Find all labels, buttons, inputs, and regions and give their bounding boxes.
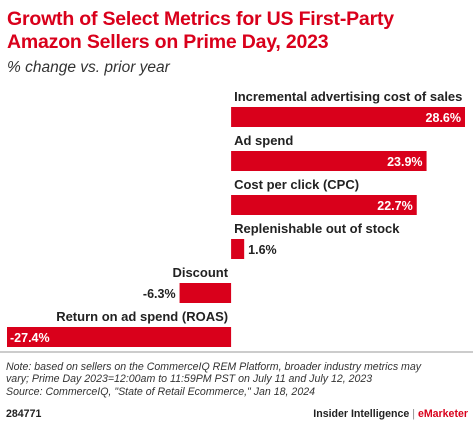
brand: Insider Intelligence | eMarketer xyxy=(313,408,468,420)
bar-cost-per-click-cpc xyxy=(231,195,417,215)
bar-return-on-ad-spend-roas xyxy=(7,327,232,347)
chart-id: 284771 xyxy=(6,408,42,420)
category-label-replenishable-out-of-stock: Replenishable out of stock xyxy=(234,221,400,236)
source-line: Source: CommerceIQ, "State of Retail Eco… xyxy=(6,385,315,398)
bar-ad-spend xyxy=(231,151,427,171)
value-label-discount: -6.3% xyxy=(143,287,176,301)
page-subtitle: % change vs. prior year xyxy=(7,59,170,76)
brand-separator: | xyxy=(412,408,415,420)
bar-discount xyxy=(179,283,232,303)
brand-secondary: eMarketer xyxy=(417,408,468,420)
bar-incremental-advertising-cost-of-sales xyxy=(231,107,465,127)
value-label-incremental-advertising-cost-of-sales: 28.6% xyxy=(426,111,461,125)
page-title: Growth of Select Metrics for US First-Pa… xyxy=(7,8,394,53)
note-line-2: vary; Prime Day 2023=12:00am to 11:59PM … xyxy=(6,373,373,386)
value-label-replenishable-out-of-stock: 1.6% xyxy=(248,243,277,257)
bar-replenishable-out-of-stock xyxy=(231,239,245,259)
value-label-ad-spend: 23.9% xyxy=(387,155,422,169)
category-label-return-on-ad-spend-roas: Return on ad spend (ROAS) xyxy=(56,309,228,324)
value-label-cost-per-click-cpc: 22.7% xyxy=(377,199,412,213)
brand-primary: Insider Intelligence xyxy=(313,408,410,420)
category-label-discount: Discount xyxy=(172,265,228,280)
category-label-ad-spend: Ad spend xyxy=(234,133,293,148)
bar-chart: Incremental advertising cost of sales 28.… xyxy=(0,89,473,353)
footer: 284771 Insider Intelligence | eMarketer xyxy=(6,408,468,422)
category-label-cost-per-click-cpc: Cost per click (CPC) xyxy=(234,177,359,192)
chart-notes: Note: based on sellers on the CommerceIQ… xyxy=(6,361,468,398)
value-label-return-on-ad-spend-roas: -27.4% xyxy=(10,331,50,345)
category-label-incremental-advertising-cost-of-sales: Incremental advertising cost of sales xyxy=(234,89,462,104)
note-line-1: Note: based on sellers on the CommerceIQ… xyxy=(6,361,422,373)
